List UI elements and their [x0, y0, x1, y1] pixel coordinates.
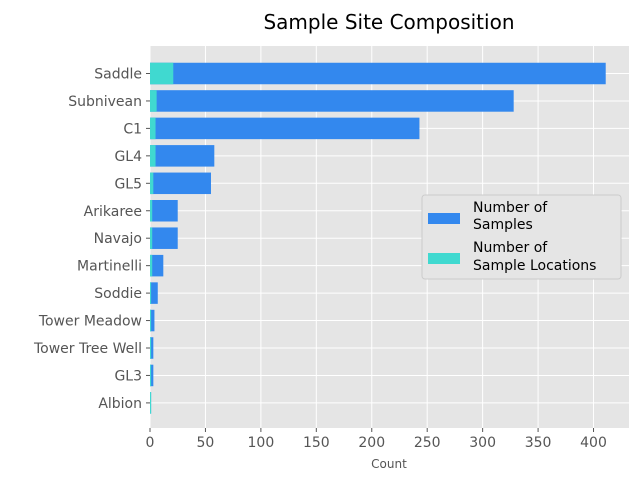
- legend-swatch: [428, 253, 460, 264]
- y-tick-label: Subnivean: [68, 94, 142, 110]
- y-tick-label: GL4: [114, 149, 142, 165]
- bar-samples-navajo: [150, 227, 178, 249]
- bar-samples-gl4: [150, 145, 215, 167]
- bars: [150, 62, 606, 414]
- bar-locations-saddle: [150, 62, 174, 85]
- bar-locations-c1: [150, 117, 156, 140]
- bar-samples-c1: [150, 117, 420, 140]
- x-tick-label: 300: [469, 435, 496, 451]
- x-tick-label: 50: [197, 435, 215, 451]
- bar-samples-martinelli: [150, 254, 164, 277]
- y-tick-label: GL5: [114, 176, 142, 192]
- legend-swatch: [428, 213, 460, 224]
- bar-locations-martinelli: [150, 254, 153, 277]
- y-tick-label: Soddie: [94, 286, 142, 302]
- x-tick-label: 350: [525, 435, 552, 451]
- bar-locations-arikaree: [150, 200, 153, 222]
- y-tick-labels: Saddle Subnivean C1 GL4 GL5 Arikaree Navajo Mar…: [33, 67, 150, 412]
- bar-samples-tower-tree-well: [150, 337, 154, 359]
- bar-samples-arikaree: [150, 200, 178, 222]
- y-tick-label: Navajo: [94, 231, 142, 247]
- x-tick-label: 400: [580, 435, 607, 451]
- x-tick-label: 250: [414, 435, 441, 451]
- y-tick-label: GL3: [114, 368, 142, 384]
- y-tick-label: Arikaree: [84, 204, 142, 220]
- bar-locations-tower-tree-well: [150, 337, 152, 359]
- bar-locations-soddie: [150, 282, 152, 304]
- x-tick-label: 200: [358, 435, 385, 451]
- y-tick-label: Albion: [98, 396, 142, 412]
- y-tick-label: Martinelli: [77, 259, 142, 275]
- legend-label: Number of Sample Locations: [473, 240, 596, 274]
- x-axis-label: Count: [371, 457, 407, 471]
- bar-samples-saddle: [150, 62, 606, 85]
- legend-box: [421, 194, 622, 280]
- y-tick-label: C1: [123, 121, 142, 137]
- bar-locations-gl3: [150, 364, 152, 387]
- bar-samples-gl3: [150, 364, 154, 387]
- y-tick-label: Saddle: [94, 67, 142, 83]
- bar-samples-soddie: [150, 282, 158, 304]
- x-tick-label: 100: [248, 435, 275, 451]
- y-tick-label: Tower Meadow: [38, 314, 142, 330]
- bar-locations-gl4: [150, 145, 156, 167]
- legend-label: Number of Samples: [473, 200, 548, 233]
- bar-locations-navajo: [150, 227, 153, 249]
- x-tick-labels: 0 50 100 150 200 250 300 350 400: [146, 428, 607, 451]
- bar-locations-tower-meadow: [150, 309, 152, 332]
- bar-samples-gl5: [150, 172, 211, 195]
- x-tick-label: 150: [303, 435, 330, 451]
- bar-locations-albion: [150, 392, 152, 414]
- bar-locations-subnivean: [150, 90, 157, 112]
- bar-samples-tower-meadow: [150, 309, 155, 332]
- legend: Number of Samples Number of Sample Location…: [421, 194, 622, 280]
- x-tick-label: 0: [146, 435, 155, 451]
- y-tick-label: Tower Tree Well: [33, 341, 142, 357]
- bar-samples-subnivean: [150, 90, 514, 112]
- chart-title: Sample Site Composition: [263, 10, 514, 34]
- bar-locations-gl5: [150, 172, 154, 195]
